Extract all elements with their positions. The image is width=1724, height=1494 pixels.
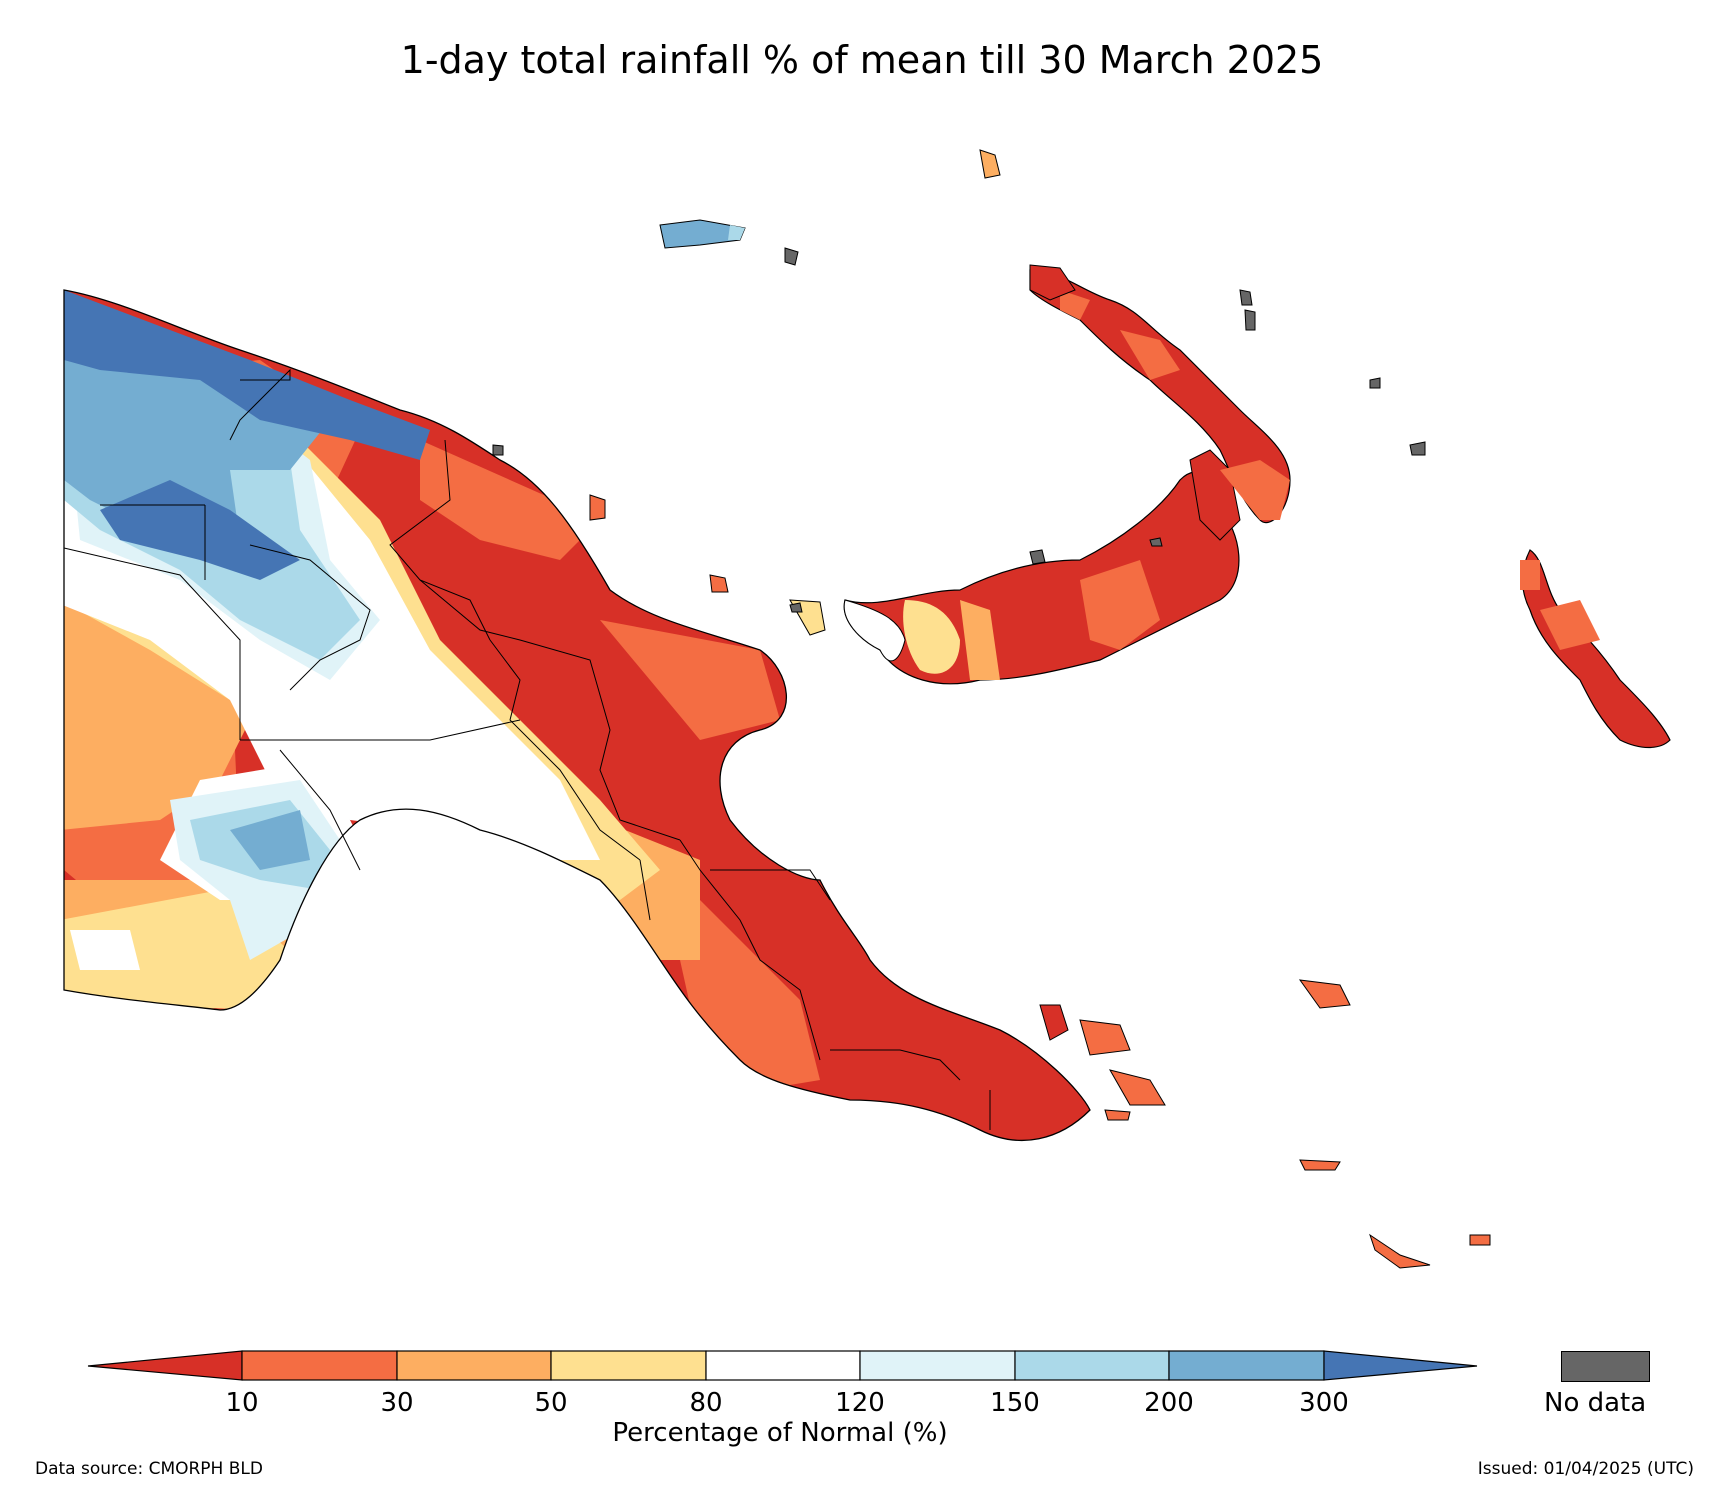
colorbar-30-50 bbox=[396, 1350, 552, 1381]
nodata-witu bbox=[1029, 549, 1046, 565]
nodata-bagabag bbox=[789, 602, 803, 613]
colorbar-tick-10: 10 bbox=[225, 1388, 259, 1418]
colorbar-150-200 bbox=[1014, 1350, 1170, 1381]
mainland-outline bbox=[63, 289, 1091, 1142]
nodata-kairiru bbox=[492, 444, 504, 456]
colorbar-80-120 bbox=[705, 1350, 861, 1381]
zone-10-30-highlands bbox=[420, 440, 600, 560]
colorbar bbox=[87, 1350, 1478, 1381]
province-borders bbox=[63, 368, 991, 1130]
nodata-feni bbox=[1369, 377, 1381, 389]
mussau-island bbox=[979, 149, 1001, 179]
rossel-island bbox=[1469, 1234, 1491, 1246]
issued-date: Issued: 01/04/2025 (UTC) bbox=[1477, 1459, 1694, 1479]
nodata-tabar bbox=[1244, 309, 1256, 331]
misima-island bbox=[1104, 1109, 1131, 1121]
woodlark-island bbox=[1299, 1159, 1341, 1171]
no-data-label: No data bbox=[1544, 1388, 1647, 1418]
colorbar-tick-150: 150 bbox=[990, 1388, 1040, 1418]
colorbar-lt10 bbox=[87, 1350, 243, 1381]
colorbar-tick-120: 120 bbox=[835, 1388, 885, 1418]
mainland bbox=[64, 290, 1090, 1141]
no-data-swatch bbox=[1561, 1351, 1650, 1382]
trobriand-islands bbox=[1298, 979, 1351, 1009]
nodata-duke bbox=[1149, 537, 1163, 547]
colorbar-200-300 bbox=[1168, 1350, 1325, 1381]
colorbar-120-150 bbox=[859, 1350, 1016, 1381]
colorbar-tick-80: 80 bbox=[689, 1388, 723, 1418]
goodenough-island bbox=[1039, 1004, 1069, 1041]
long-island bbox=[1029, 264, 1076, 301]
colorbar-tick-50: 50 bbox=[534, 1388, 568, 1418]
new-britain bbox=[843, 449, 1241, 685]
nodata-tanga bbox=[1409, 441, 1426, 456]
zone-10-30-east bbox=[600, 620, 780, 740]
nodata-lihir bbox=[1239, 289, 1253, 306]
bougainville bbox=[1520, 549, 1671, 749]
colorbar-10-30 bbox=[241, 1350, 398, 1381]
colorbar-tick-300: 300 bbox=[1299, 1388, 1349, 1418]
nodata-manus-east bbox=[784, 247, 799, 266]
new-ireland bbox=[1029, 269, 1291, 524]
colorbar-tick-200: 200 bbox=[1144, 1388, 1194, 1418]
fergusson-island bbox=[1079, 1019, 1131, 1056]
karkar-island bbox=[589, 494, 606, 521]
normanby-island bbox=[1108, 1069, 1166, 1106]
small-islands bbox=[492, 149, 1491, 1269]
map-title: 1-day total rainfall % of mean till 30 M… bbox=[400, 38, 1324, 82]
zone-80-120-sw bbox=[70, 930, 140, 970]
sudest-island bbox=[1369, 1233, 1431, 1269]
zone-200-300-south bbox=[230, 810, 310, 870]
colorbar-50-80 bbox=[550, 1350, 707, 1381]
data-source: Data source: CMORPH BLD bbox=[35, 1459, 263, 1479]
zone-gt300 bbox=[64, 290, 430, 460]
colorbar-label: Percentage of Normal (%) bbox=[612, 1418, 948, 1448]
colorbar-gt300 bbox=[1323, 1350, 1478, 1381]
colorbar-tick-30: 30 bbox=[380, 1388, 414, 1418]
